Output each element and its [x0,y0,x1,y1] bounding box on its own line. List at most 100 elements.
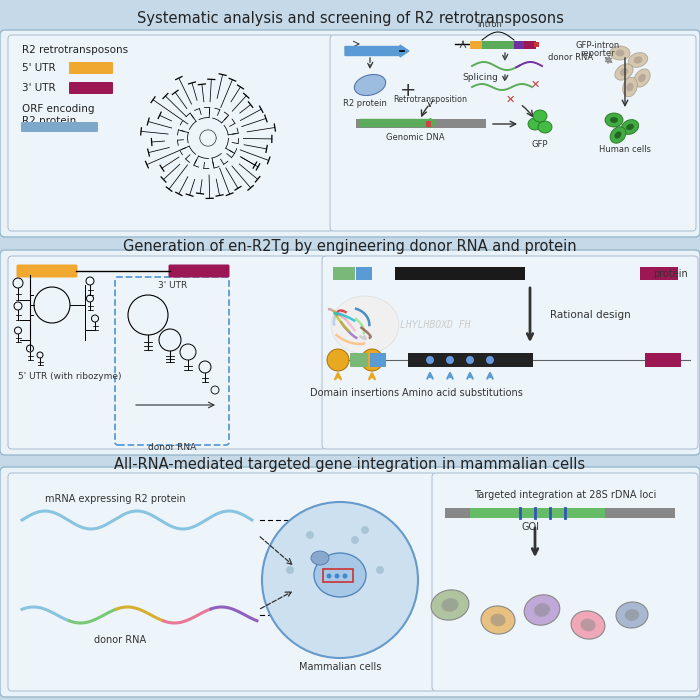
FancyBboxPatch shape [0,467,700,697]
Ellipse shape [610,127,626,144]
Text: protein: protein [653,269,688,279]
Circle shape [286,566,294,574]
Ellipse shape [442,598,458,612]
Ellipse shape [625,609,639,621]
Ellipse shape [534,603,550,617]
Ellipse shape [615,132,622,139]
Text: GFP: GFP [532,140,548,149]
FancyBboxPatch shape [21,122,98,132]
Text: 3' UTR: 3' UTR [158,281,188,290]
Ellipse shape [626,124,634,130]
Ellipse shape [605,113,623,127]
FancyBboxPatch shape [432,473,698,691]
Ellipse shape [638,74,646,82]
Ellipse shape [491,614,505,626]
Circle shape [361,349,383,371]
FancyBboxPatch shape [356,267,372,280]
Ellipse shape [622,120,638,134]
FancyBboxPatch shape [69,62,113,74]
FancyBboxPatch shape [640,267,678,280]
Ellipse shape [626,83,634,92]
Ellipse shape [538,121,552,133]
FancyBboxPatch shape [0,30,700,237]
FancyArrow shape [345,45,409,57]
Text: donor RNA: donor RNA [148,443,196,452]
Ellipse shape [623,77,637,97]
Text: 3' UTR: 3' UTR [22,83,55,93]
FancyBboxPatch shape [470,508,606,518]
Text: Rational design: Rational design [550,310,631,320]
FancyBboxPatch shape [0,250,700,455]
Text: R2 protein: R2 protein [343,99,387,108]
FancyBboxPatch shape [645,353,681,368]
FancyBboxPatch shape [350,353,368,368]
Circle shape [466,356,474,364]
FancyBboxPatch shape [524,41,536,49]
Circle shape [446,356,454,364]
Ellipse shape [481,606,515,634]
FancyBboxPatch shape [395,267,525,280]
Text: R2 protein: R2 protein [22,116,76,126]
FancyBboxPatch shape [1,0,699,36]
FancyBboxPatch shape [514,41,524,49]
Text: ✕: ✕ [505,95,514,105]
Ellipse shape [610,117,618,123]
Ellipse shape [528,118,542,130]
Ellipse shape [620,68,628,76]
Ellipse shape [571,611,605,639]
FancyBboxPatch shape [356,119,486,128]
FancyBboxPatch shape [169,265,230,277]
Text: 5' UTR: 5' UTR [22,63,55,73]
Text: Systematic analysis and screening of R2 retrotransposons: Systematic analysis and screening of R2 … [136,10,564,25]
Text: GOI: GOI [521,522,539,532]
FancyBboxPatch shape [8,473,436,691]
FancyBboxPatch shape [482,41,514,49]
Ellipse shape [524,595,560,625]
Text: All-RNA-mediated targeted gene integration in mammalian cells: All-RNA-mediated targeted gene integrati… [114,458,586,472]
Text: Mammalian cells: Mammalian cells [299,662,382,672]
Text: Human cells: Human cells [599,145,651,154]
Ellipse shape [628,52,648,67]
Ellipse shape [314,553,366,597]
FancyBboxPatch shape [69,82,113,94]
Ellipse shape [533,110,547,122]
Circle shape [376,566,384,574]
Text: donor RNA: donor RNA [94,635,146,645]
Text: LHYLHBOXD FH: LHYLHBOXD FH [400,320,470,330]
Text: mRNA expressing R2 protein: mRNA expressing R2 protein [45,494,186,504]
FancyBboxPatch shape [332,267,356,280]
Ellipse shape [331,296,399,354]
Circle shape [327,349,349,371]
Text: donor RNA: donor RNA [548,52,593,62]
Text: Splicing: Splicing [462,74,498,83]
Circle shape [361,526,369,534]
Ellipse shape [580,619,596,631]
Circle shape [426,356,434,364]
Text: Genomic DNA: Genomic DNA [386,133,444,142]
Text: Generation of en-R2Tg by engineering donor RNA and protein: Generation of en-R2Tg by engineering don… [123,239,577,255]
Text: GFP-intron: GFP-intron [576,41,620,50]
FancyBboxPatch shape [370,353,386,368]
FancyBboxPatch shape [407,353,533,368]
Text: +: + [400,80,416,99]
Ellipse shape [610,46,630,60]
FancyBboxPatch shape [8,35,334,231]
Circle shape [326,573,332,578]
Ellipse shape [616,602,648,628]
Circle shape [335,573,339,578]
Circle shape [351,536,359,544]
Ellipse shape [634,57,643,64]
Text: Retrotransposition: Retrotransposition [393,95,467,104]
FancyBboxPatch shape [533,42,539,48]
FancyBboxPatch shape [470,41,482,49]
Ellipse shape [615,50,624,57]
Ellipse shape [311,551,329,565]
Circle shape [342,573,347,578]
Text: Targeted integration at 28S rDNA loci: Targeted integration at 28S rDNA loci [474,490,656,500]
Circle shape [486,356,494,364]
Text: ✕: ✕ [531,80,540,90]
Circle shape [306,531,314,539]
Text: Domain insertions: Domain insertions [310,388,400,398]
Text: reporter: reporter [581,48,615,57]
Text: ORF encoding: ORF encoding [22,104,95,114]
